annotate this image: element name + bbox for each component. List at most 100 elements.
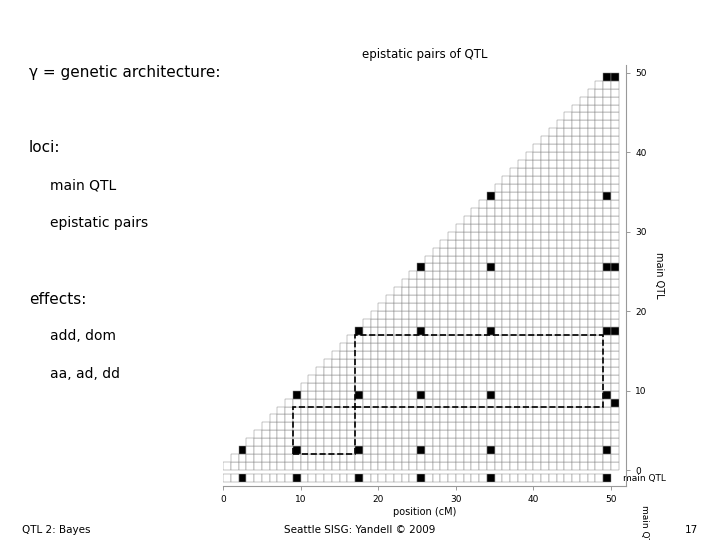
X-axis label: position (cM): position (cM): [393, 507, 456, 517]
Bar: [611, 89, 618, 97]
Bar: [541, 160, 549, 168]
Bar: [557, 430, 564, 438]
Bar: [448, 390, 456, 399]
Bar: [495, 319, 503, 327]
Bar: [378, 359, 386, 367]
Bar: [456, 407, 464, 415]
Bar: [611, 247, 618, 255]
Bar: [425, 438, 433, 446]
Bar: [277, 430, 285, 438]
Bar: [526, 327, 534, 335]
Bar: [448, 438, 456, 446]
Bar: [479, 399, 487, 407]
Bar: [588, 454, 595, 462]
Bar: [557, 335, 564, 343]
Bar: [487, 303, 495, 311]
Bar: [456, 247, 464, 255]
Bar: [332, 399, 340, 407]
Bar: [464, 359, 472, 367]
Bar: [332, 383, 340, 390]
Bar: [588, 120, 595, 129]
Bar: [409, 319, 417, 327]
Bar: [564, 303, 572, 311]
Bar: [549, 351, 557, 359]
Bar: [495, 383, 503, 390]
Bar: [293, 430, 301, 438]
Bar: [456, 462, 464, 470]
Bar: [417, 319, 425, 327]
Bar: [347, 390, 355, 399]
Bar: [456, 279, 464, 287]
Bar: [301, 446, 308, 454]
Bar: [595, 390, 603, 399]
Bar: [611, 200, 618, 208]
Bar: [340, 422, 347, 430]
Bar: [611, 97, 618, 105]
Bar: [572, 184, 580, 192]
Bar: [285, 438, 293, 446]
Bar: [433, 247, 441, 255]
Bar: [285, 399, 293, 407]
Bar: [518, 462, 526, 470]
Bar: [518, 367, 526, 375]
Bar: [564, 319, 572, 327]
Bar: [611, 105, 618, 112]
Bar: [456, 367, 464, 375]
Bar: [433, 399, 441, 407]
Bar: [402, 319, 409, 327]
Bar: [572, 129, 580, 136]
Y-axis label: main QTL: main QTL: [654, 252, 664, 299]
Bar: [441, 383, 448, 390]
Bar: [371, 390, 378, 399]
Bar: [526, 287, 534, 295]
Bar: [425, 303, 433, 311]
Bar: [518, 303, 526, 311]
Bar: [611, 287, 618, 295]
Bar: [603, 474, 611, 482]
Bar: [355, 359, 363, 367]
Bar: [487, 327, 495, 335]
Bar: [534, 287, 541, 295]
Bar: [479, 232, 487, 240]
Bar: [425, 264, 433, 272]
Bar: [363, 351, 371, 359]
Bar: [363, 390, 371, 399]
Bar: [510, 224, 518, 232]
Bar: [479, 208, 487, 216]
Bar: [340, 375, 347, 383]
Bar: [386, 462, 394, 470]
Bar: [332, 446, 340, 454]
Bar: [464, 407, 472, 415]
Bar: [595, 474, 603, 482]
Bar: [557, 216, 564, 224]
Bar: [308, 454, 316, 462]
Bar: [479, 319, 487, 327]
Bar: [541, 224, 549, 232]
Bar: [534, 200, 541, 208]
Bar: [448, 287, 456, 295]
Bar: [487, 216, 495, 224]
Bar: [355, 343, 363, 351]
Bar: [510, 255, 518, 264]
Bar: [316, 446, 324, 454]
Bar: [441, 438, 448, 446]
Bar: [595, 454, 603, 462]
Bar: [402, 422, 409, 430]
Bar: [549, 129, 557, 136]
Bar: [456, 287, 464, 295]
Bar: [557, 240, 564, 247]
Bar: [611, 311, 618, 319]
Bar: [572, 136, 580, 144]
Bar: [456, 351, 464, 359]
Bar: [479, 375, 487, 383]
Bar: [541, 438, 549, 446]
Bar: [285, 454, 293, 462]
Bar: [441, 454, 448, 462]
Bar: [495, 279, 503, 287]
Bar: [448, 279, 456, 287]
Bar: [541, 415, 549, 422]
Bar: [316, 399, 324, 407]
Bar: [332, 375, 340, 383]
Bar: [541, 430, 549, 438]
Bar: [541, 390, 549, 399]
